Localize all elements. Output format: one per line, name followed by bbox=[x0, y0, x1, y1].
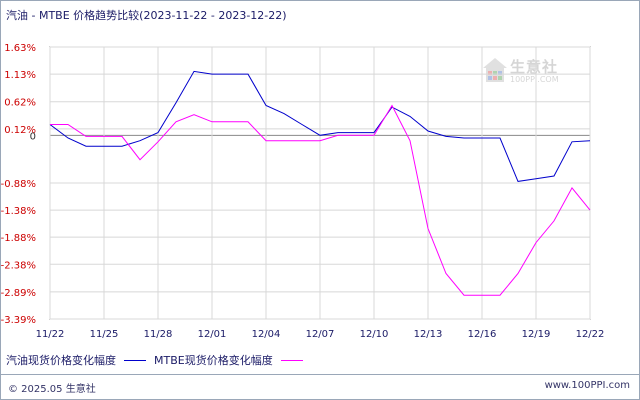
y-tick-label: 0.62% bbox=[4, 98, 36, 109]
gasoline-line bbox=[49, 70, 591, 182]
watermark-logo: 生意社 100PPI.COM bbox=[482, 56, 578, 88]
x-tick-label: 12/10 bbox=[360, 329, 389, 340]
y-tick-label: -0.88% bbox=[1, 179, 36, 190]
y-tick-label: -3.39% bbox=[1, 315, 36, 326]
y-tick-label: -2.38% bbox=[1, 260, 36, 271]
grid bbox=[49, 46, 591, 320]
y-tick-label: 0.12% bbox=[4, 125, 36, 136]
x-tick-label: 12/13 bbox=[414, 329, 443, 340]
x-tick-label: 12/07 bbox=[306, 329, 335, 340]
mtbe-line bbox=[50, 104, 591, 296]
y-tick-label: 1.13% bbox=[4, 70, 36, 81]
y-tick-label: 0 bbox=[30, 131, 36, 142]
y-tick-label: 1.63% bbox=[4, 43, 36, 54]
x-tick-label: 11/25 bbox=[90, 329, 119, 340]
legend-swatch-gasoline bbox=[124, 359, 146, 361]
y-tick-label: -1.88% bbox=[1, 233, 36, 244]
y-axis: 1.63% 1.13% 0.62% 0.12%0 -0.88% -1.38% -1.88% -… bbox=[1, 43, 36, 326]
house-logo-icon bbox=[483, 58, 507, 82]
y-tick-label: -2.89% bbox=[1, 288, 36, 299]
x-axis: 11/22 11/25 11/28 12/01 12/04 12/07 12/10 12/13… bbox=[36, 329, 605, 340]
footer-divider bbox=[1, 374, 639, 375]
x-tick-label: 12/01 bbox=[198, 329, 227, 340]
legend-label-gasoline: 汽油现货价格变化幅度 bbox=[6, 354, 116, 367]
x-tick-label: 12/04 bbox=[252, 329, 281, 340]
footer-site: www.100PPI.com bbox=[544, 380, 630, 391]
y-tick-label: -1.38% bbox=[1, 206, 36, 217]
series bbox=[49, 70, 591, 296]
x-tick-label: 11/22 bbox=[36, 329, 65, 340]
legend-label-mtbe: MTBE现货价格变化幅度 bbox=[154, 354, 273, 367]
watermark-name: 生意社 bbox=[510, 58, 559, 76]
watermark-url: 100PPI.COM bbox=[510, 75, 559, 84]
footer-copyright: © 2025.05 生意社 bbox=[8, 384, 96, 395]
x-tick-label: 11/28 bbox=[144, 329, 173, 340]
legend: 汽油现货价格变化幅度 MTBE现货价格变化幅度 bbox=[6, 352, 311, 368]
x-tick-label: 12/22 bbox=[576, 329, 605, 340]
x-tick-label: 12/16 bbox=[468, 329, 497, 340]
chart-title: 汽油 - MTBE 价格趋势比较(2023-11-22 - 2023-12-22… bbox=[6, 9, 287, 22]
x-tick-label: 12/19 bbox=[522, 329, 551, 340]
legend-swatch-mtbe bbox=[280, 359, 303, 361]
